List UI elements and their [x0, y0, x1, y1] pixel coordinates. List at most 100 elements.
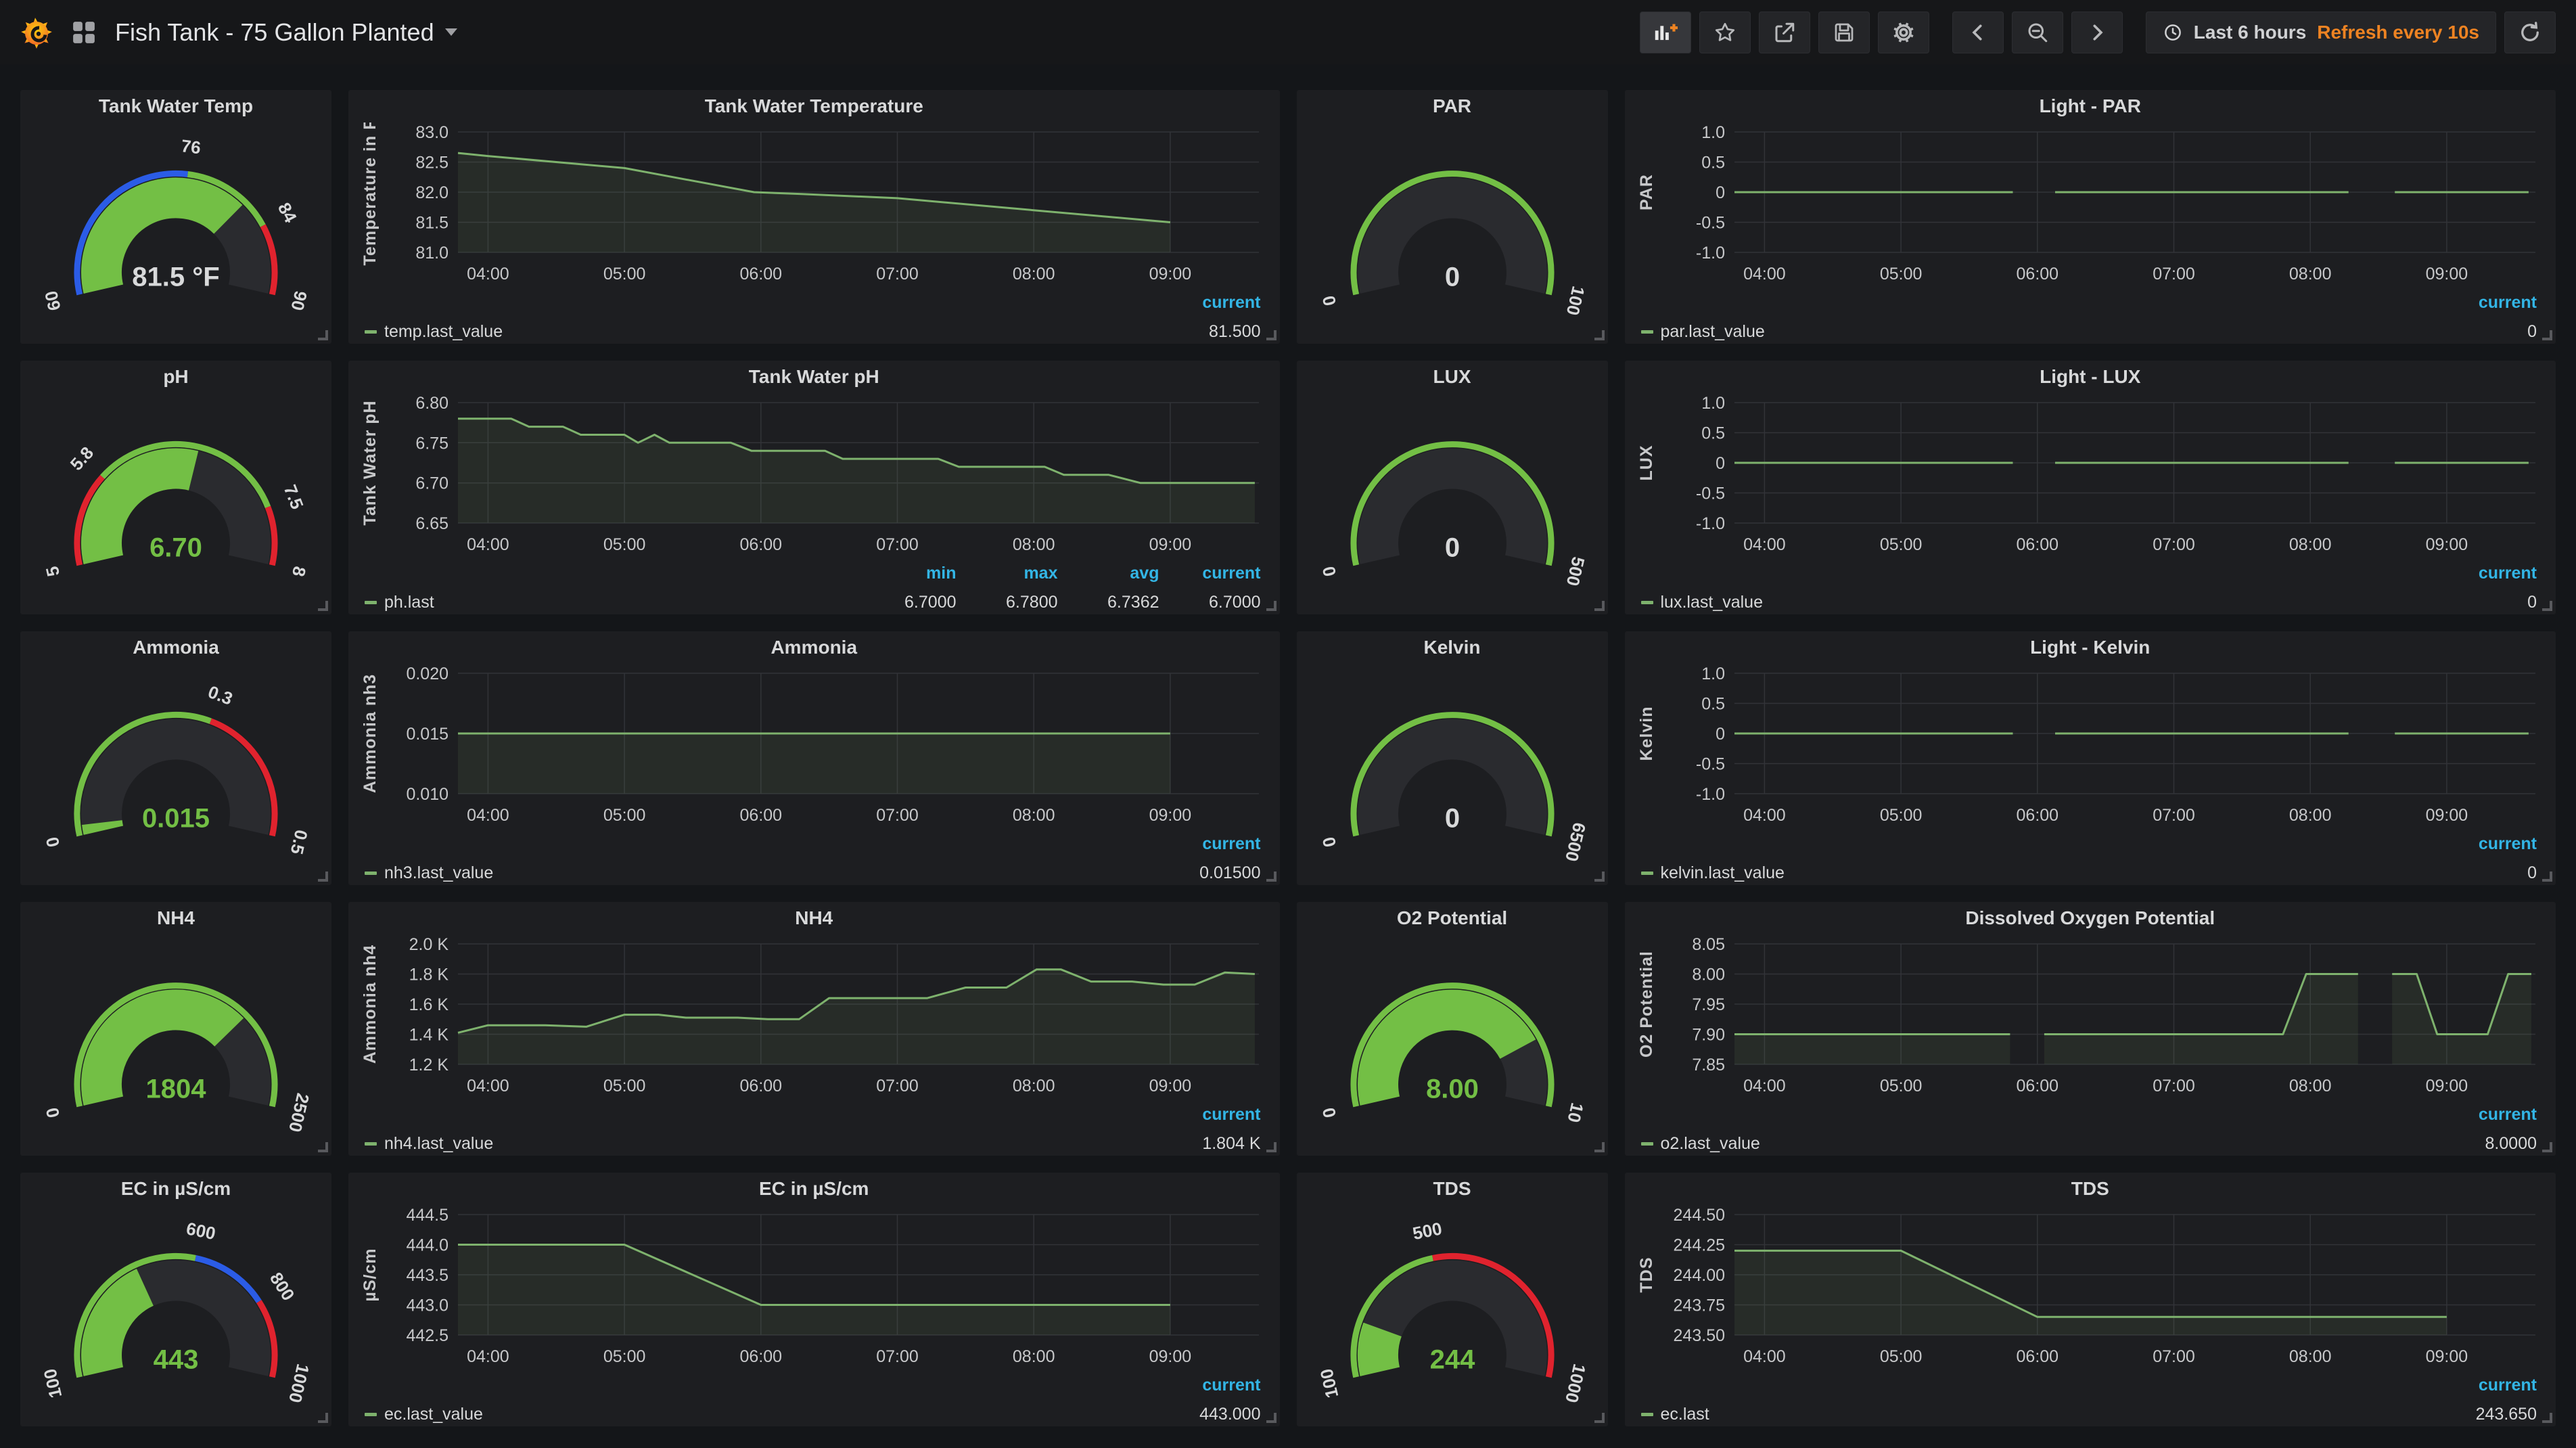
series-area: [458, 1244, 1170, 1335]
panel-resize-handle[interactable]: [1594, 1413, 1605, 1423]
panel-resize-handle[interactable]: [1266, 601, 1276, 611]
time-range-button[interactable]: Last 6 hours Refresh every 10s: [2145, 11, 2496, 53]
panel-title[interactable]: Dissolved Oxygen Potential: [1965, 907, 2215, 928]
panel-resize-handle[interactable]: [1266, 1413, 1276, 1423]
add-panel-button[interactable]: [1639, 11, 1691, 53]
legend-stat-header[interactable]: current: [2478, 1376, 2537, 1395]
panel-title[interactable]: LUX: [1433, 366, 1471, 387]
panel-title[interactable]: Light - PAR: [2039, 95, 2141, 116]
settings-button[interactable]: [1877, 11, 1929, 53]
panel-title[interactable]: NH4: [795, 907, 833, 928]
panel-resize-handle[interactable]: [1266, 1142, 1276, 1152]
time-series-plot[interactable]: -1.0 -0.5 0 0.5 1.0 04:00 05:00 06:00 07:00 08:00…: [1633, 122, 2548, 293]
panel-title[interactable]: Kelvin: [1423, 637, 1481, 658]
panel-resize-handle[interactable]: [1266, 872, 1276, 882]
panel-title[interactable]: Tank Water pH: [748, 366, 879, 387]
legend-stat-header[interactable]: current: [1202, 1105, 1261, 1124]
x-tick-label: 09:00: [2425, 265, 2468, 284]
save-button[interactable]: [1818, 11, 1870, 53]
legend-stat-header[interactable]: current: [1202, 293, 1261, 312]
star-button[interactable]: [1699, 11, 1751, 53]
panel-resize-handle[interactable]: [318, 330, 328, 340]
legend-stat-header[interactable]: current: [2478, 834, 2537, 853]
panel-resize-handle[interactable]: [1594, 330, 1605, 340]
x-tick-label: 06:00: [740, 265, 783, 284]
panel-title[interactable]: Ammonia: [770, 637, 858, 658]
panel-title[interactable]: EC in µS/cm: [120, 1178, 231, 1199]
legend-swatch: [1640, 1413, 1653, 1416]
legend-stat-value: 6.7362: [1107, 593, 1159, 612]
gauge-threshold-label: 100: [1562, 284, 1588, 317]
time-series-plot[interactable]: 243.50 243.75 244.00 244.25 244.50 04:00 05:00…: [1633, 1205, 2548, 1376]
legend-stat-header[interactable]: current: [2478, 564, 2537, 583]
legend-series-name[interactable]: nh4.last_value: [384, 1134, 494, 1153]
legend-series-name[interactable]: ec.last_value: [384, 1405, 483, 1424]
legend-series-name[interactable]: ec.last: [1660, 1405, 1709, 1424]
panel-lux: LUX 0 500 0: [1296, 361, 1608, 614]
panel-resize-handle[interactable]: [1266, 330, 1276, 340]
panel-title[interactable]: Ammonia: [133, 637, 219, 658]
legend-stat-header[interactable]: current: [1202, 564, 1261, 583]
panel-title[interactable]: Tank Water Temperature: [704, 95, 923, 116]
panel-resize-handle[interactable]: [318, 1142, 328, 1152]
panel-title[interactable]: NH4: [156, 907, 195, 928]
panel-resize-handle[interactable]: [318, 1413, 328, 1423]
dashboard-title-dropdown[interactable]: Fish Tank - 75 Gallon Planted: [115, 18, 457, 47]
panel-resize-handle[interactable]: [2542, 601, 2552, 611]
x-tick-label: 05:00: [1879, 1077, 1922, 1095]
panel-title[interactable]: Tank Water Temp: [98, 95, 254, 116]
legend-series-name[interactable]: par.last_value: [1660, 322, 1765, 341]
time-series-plot[interactable]: 0.010 0.015 0.020 04:00 05:00 06:00 07:00 08:00…: [356, 664, 1271, 834]
time-forward-button[interactable]: [2071, 11, 2123, 53]
legend-series-name[interactable]: o2.last_value: [1660, 1134, 1760, 1153]
legend-series-name[interactable]: nh3.last_value: [384, 863, 494, 882]
legend-stat-header[interactable]: max: [1024, 564, 1058, 583]
panel-title[interactable]: Light - Kelvin: [2030, 637, 2150, 658]
refresh-button[interactable]: [2504, 11, 2556, 53]
time-back-button[interactable]: [1952, 11, 2004, 53]
panel-title[interactable]: O2 Potential: [1396, 907, 1508, 928]
zoom-out-button[interactable]: [2011, 11, 2063, 53]
time-series-plot[interactable]: 1.2 K 1.4 K 1.6 K 1.8 K 2.0 K 04:00 05:00 06:00…: [356, 934, 1271, 1105]
panel-resize-handle[interactable]: [1594, 601, 1605, 611]
panel-resize-handle[interactable]: [1594, 872, 1605, 882]
panel-title[interactable]: PAR: [1432, 95, 1472, 116]
panel-title[interactable]: pH: [163, 366, 189, 387]
dashboards-grid-icon[interactable]: [72, 20, 96, 45]
time-series-plot[interactable]: 6.65 6.70 6.75 6.80 04:00 05:00 06:00 07:00 08:0…: [356, 393, 1271, 564]
panel-resize-handle[interactable]: [2542, 872, 2552, 882]
panel-resize-handle[interactable]: [1594, 1142, 1605, 1152]
panel-title[interactable]: Light - LUX: [2040, 366, 2141, 387]
legend-series-name[interactable]: kelvin.last_value: [1660, 863, 1785, 882]
legend-stat-header[interactable]: current: [1202, 1376, 1261, 1395]
x-tick-label: 06:00: [2016, 535, 2058, 554]
legend-series-name[interactable]: temp.last_value: [384, 322, 503, 341]
time-series-plot[interactable]: 81.0 81.5 82.0 82.5 83.0 04:00 05:00 06:00 07:00…: [356, 122, 1271, 293]
legend-series-name[interactable]: lux.last_value: [1660, 593, 1763, 612]
time-series-plot[interactable]: 442.5 443.0 443.5 444.0 444.5 04:00 05:00 06:00…: [356, 1205, 1271, 1376]
legend-stat-header[interactable]: min: [926, 564, 957, 583]
panel-resize-handle[interactable]: [318, 601, 328, 611]
panel-resize-handle[interactable]: [318, 872, 328, 882]
grafana-logo[interactable]: [20, 16, 53, 49]
panel-resize-handle[interactable]: [2542, 1142, 2552, 1152]
legend-stat-header[interactable]: avg: [1130, 564, 1159, 583]
time-series-plot[interactable]: -1.0 -0.5 0 0.5 1.0 04:00 05:00 06:00 07:00 08:00…: [1633, 393, 2548, 564]
panel-resize-handle[interactable]: [2542, 1413, 2552, 1423]
share-button[interactable]: [1758, 11, 1810, 53]
panel-title[interactable]: TDS: [1433, 1178, 1471, 1199]
legend-series-name[interactable]: ph.last: [384, 593, 434, 612]
panel-title[interactable]: TDS: [2071, 1178, 2109, 1199]
legend-stat-header[interactable]: current: [2478, 293, 2537, 312]
gauge-value: 81.5 °F: [132, 263, 219, 292]
panel-title[interactable]: EC in µS/cm: [759, 1178, 869, 1199]
time-series-plot[interactable]: 7.85 7.90 7.95 8.00 8.05 04:00 05:00 06:00 07:00…: [1633, 934, 2548, 1105]
legend-stat-header[interactable]: current: [2478, 1105, 2537, 1124]
time-series-plot[interactable]: -1.0 -0.5 0 0.5 1.0 04:00 05:00 06:00 07:00 08:00…: [1633, 664, 2548, 834]
y-tick-label: 244.00: [1673, 1266, 1724, 1285]
legend-header-row: min max avg current: [365, 564, 1261, 583]
legend-stat-header[interactable]: current: [1202, 834, 1261, 853]
panel-resize-handle[interactable]: [2542, 330, 2552, 340]
gauge-threshold-green: [74, 1252, 196, 1378]
legend-values: 0: [2435, 322, 2537, 342]
